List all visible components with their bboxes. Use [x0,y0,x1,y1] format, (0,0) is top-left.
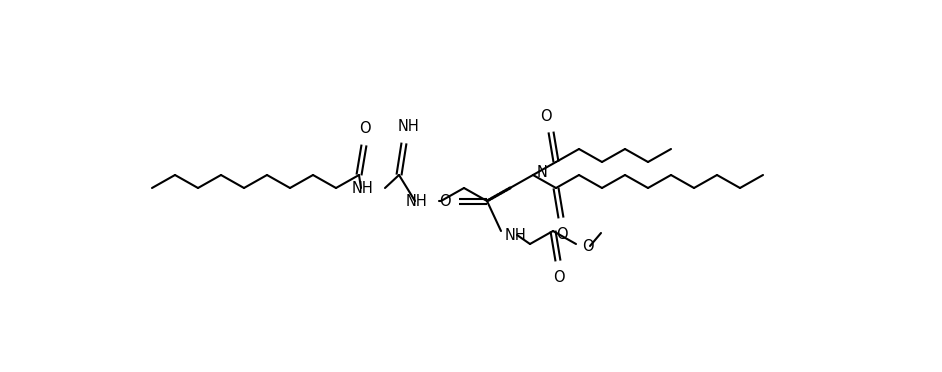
Text: NH: NH [505,228,527,243]
Text: NH: NH [398,119,419,134]
Text: NH: NH [405,193,427,208]
Text: O: O [582,238,593,253]
Text: O: O [540,109,552,124]
Text: O: O [359,121,371,136]
Text: O: O [556,227,568,242]
Text: O: O [553,270,565,285]
Text: O: O [439,193,451,208]
Text: NH: NH [351,180,373,196]
Text: N: N [537,164,548,180]
